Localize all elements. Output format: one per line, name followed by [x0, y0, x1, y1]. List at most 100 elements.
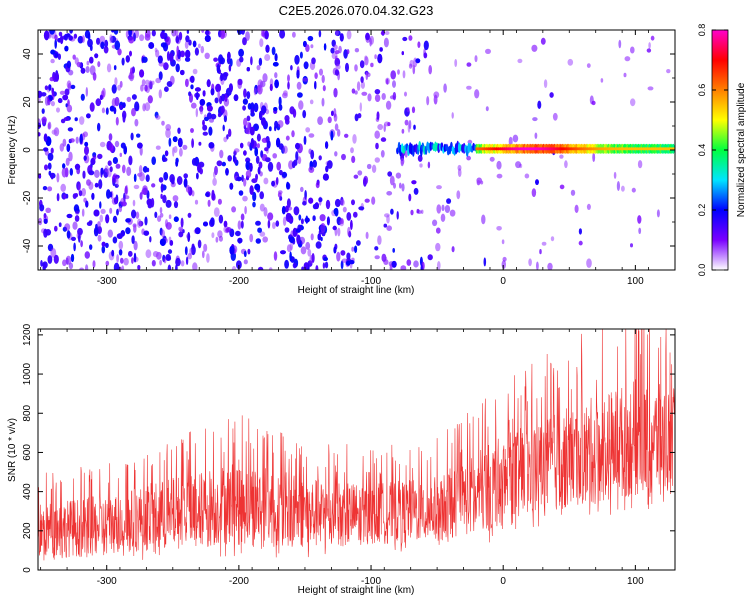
spectrogram-cell: [406, 106, 410, 113]
spectrogram-cell: [109, 207, 113, 214]
spectrogram-cell: [100, 208, 106, 214]
spectrogram-cell: [151, 183, 156, 188]
spectrogram-cell: [276, 137, 281, 148]
spectrogram-cell: [144, 33, 151, 41]
spectrogram-cell: [100, 41, 105, 50]
spectrogram-cell: [164, 86, 169, 92]
spectrogram-cell: [138, 165, 143, 174]
spectrogram-cell: [346, 212, 352, 221]
spectrogram-cell: [78, 183, 81, 193]
spectrogram-cell: [187, 232, 191, 242]
spectrogram-cell: [47, 255, 53, 264]
spectrogram-cell: [104, 39, 109, 48]
spectrogram-cell: [281, 206, 286, 215]
spectrogram-cell: [412, 64, 416, 75]
spectrogram-cell: [345, 62, 349, 73]
spectrogram-cell: [218, 54, 224, 65]
spectrogram-cell: [537, 100, 542, 110]
spectrogram-cell: [139, 34, 145, 42]
spectrogram-cell: [317, 233, 322, 241]
y-tick-label: 0: [22, 567, 33, 573]
spectrogram-cell: [111, 30, 115, 33]
spectrogram-cell: [258, 161, 263, 169]
spectrogram-cell: [365, 72, 368, 80]
spectrogram-cell: [254, 147, 258, 157]
spectrogram-cell: [159, 259, 163, 266]
spectrogram-cell: [165, 199, 172, 208]
spectrogram-cell: [297, 156, 302, 165]
spectrogram-cell: [501, 260, 506, 269]
spectrogram-cell: [190, 75, 195, 83]
spectrogram-cell: [78, 233, 81, 243]
spectrogram-cell: [155, 77, 162, 84]
spectrogram-cell: [243, 250, 247, 257]
spectrogram-cell: [134, 101, 140, 112]
spectrogram-cell: [406, 259, 412, 266]
spectrogram-cell: [112, 215, 118, 223]
spectrogram-cell: [426, 96, 430, 106]
spectrogram-cell: [113, 107, 117, 115]
spectrogram-cell: [89, 56, 94, 64]
spectrogram-cell: [240, 142, 244, 149]
spectrogram-cell: [108, 133, 113, 141]
signal-core-cell: [515, 147, 518, 151]
spectrogram-cell: [334, 55, 338, 61]
spectrogram-cell: [86, 179, 91, 186]
spectrogram-cell: [199, 108, 203, 115]
spectrogram-cell: [496, 226, 502, 231]
signal-core-cell: [637, 147, 641, 151]
spectrogram-cell: [249, 162, 253, 172]
spectrogram-cell: [320, 223, 326, 233]
spectrogram-cell: [367, 93, 372, 102]
spectrogram-cell: [257, 227, 262, 233]
spectrogram-cell: [85, 87, 89, 97]
spectrogram-cell: [60, 35, 64, 45]
signal-core-cell: [665, 147, 669, 151]
spectrogram-cell: [151, 30, 156, 37]
spectrogram-cell: [376, 111, 380, 120]
spectrogram-cell: [286, 198, 291, 208]
signal-core-cell: [580, 147, 584, 151]
spectrogram-cell: [131, 257, 134, 264]
spectrogram-cell: [415, 58, 421, 64]
spectrogram-cell: [273, 251, 278, 261]
spectrogram-cell: [259, 110, 263, 121]
spectrogram-cell: [449, 209, 456, 217]
spectrogram-cell: [51, 129, 57, 135]
spectrogram-cell: [354, 113, 359, 122]
signal-core-cell: [620, 147, 623, 151]
spectrogram-cell: [94, 169, 100, 178]
spectrogram-cell: [277, 120, 284, 128]
spectrogram-cell: [540, 37, 546, 45]
spectrogram-cell: [223, 115, 227, 123]
spectrogram-cell: [155, 145, 161, 150]
spectrogram-cell: [99, 214, 104, 223]
spectrogram-cell: [387, 122, 391, 127]
spectrogram-cell: [269, 83, 273, 92]
spectrogram-cell: [404, 119, 409, 126]
spectrogram-cell: [240, 213, 245, 221]
spectrogram-cell: [249, 233, 254, 243]
spectrogram-cell: [353, 211, 358, 218]
spectrogram-cell: [95, 98, 102, 107]
snr-xlabel: Height of straight line (km): [298, 585, 415, 596]
spectrogram-cell: [446, 198, 452, 204]
spectrogram-cell: [99, 201, 102, 209]
spectrogram-cell: [390, 208, 394, 215]
spectrogram-cell: [271, 46, 276, 56]
y-tick-label: 800: [22, 404, 33, 421]
spectrogram-cell: [41, 116, 47, 124]
spectrogram-cell: [383, 37, 389, 48]
spectrogram-cell: [466, 62, 472, 67]
spectrogram-cell: [135, 211, 140, 219]
spectrogram-cell: [43, 30, 50, 41]
signal-core-cell: [586, 147, 590, 151]
spectrogram-cell: [109, 105, 115, 112]
spectrogram-cell: [83, 155, 87, 161]
spectrogram-cell: [305, 241, 311, 250]
spectrogram-cell: [97, 122, 101, 132]
spectrogram-cell: [300, 218, 304, 225]
signal-core-cell: [534, 147, 538, 151]
spectrogram-cell: [384, 213, 390, 218]
spectrogram-cell: [333, 108, 337, 118]
